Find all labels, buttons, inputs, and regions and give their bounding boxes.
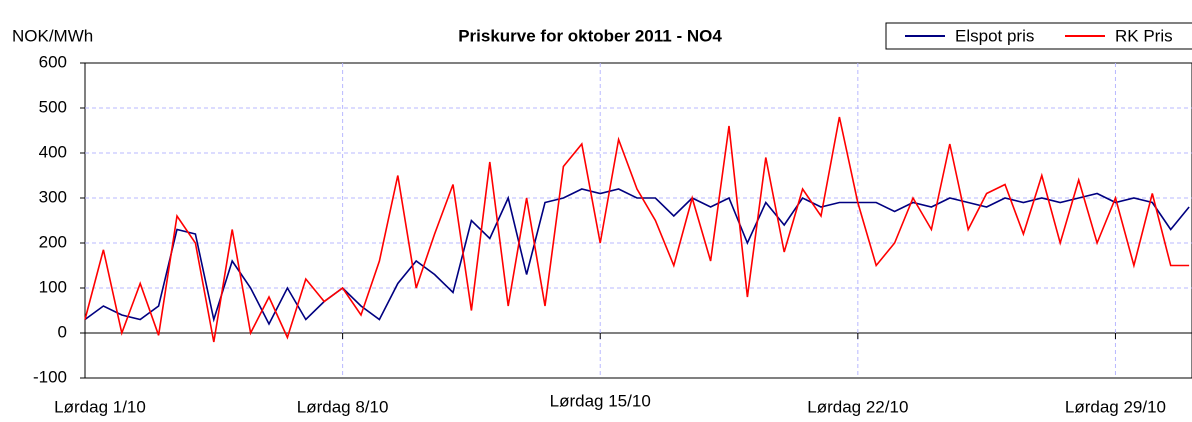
y-tick-label: 600	[39, 52, 67, 71]
legend-label: RK Pris	[1115, 26, 1173, 45]
y-tick-label: 100	[39, 277, 67, 296]
legend-label: Elspot pris	[955, 26, 1034, 45]
y-tick-label: 400	[39, 142, 67, 161]
x-tick-label: Lørdag 8/10	[297, 397, 389, 416]
y-tick-label: 500	[39, 97, 67, 116]
plot-area	[84, 62, 1192, 379]
chart-title: Priskurve for oktober 2011 - NO4	[458, 26, 722, 45]
series-line	[84, 116, 1190, 343]
y-tick-label: 300	[39, 187, 67, 206]
y-tick-label: 200	[39, 232, 67, 251]
y-axis-label: NOK/MWh	[12, 26, 93, 45]
y-tick-label: 0	[58, 322, 67, 341]
x-tick-label: Lørdag 1/10	[54, 397, 146, 416]
x-tick-label: Lørdag 22/10	[807, 397, 908, 416]
series-line	[84, 188, 1190, 326]
x-tick-label: Lørdag 15/10	[550, 391, 651, 410]
y-tick-label: -100	[33, 367, 67, 386]
x-tick-label: Lørdag 29/10	[1065, 397, 1166, 416]
